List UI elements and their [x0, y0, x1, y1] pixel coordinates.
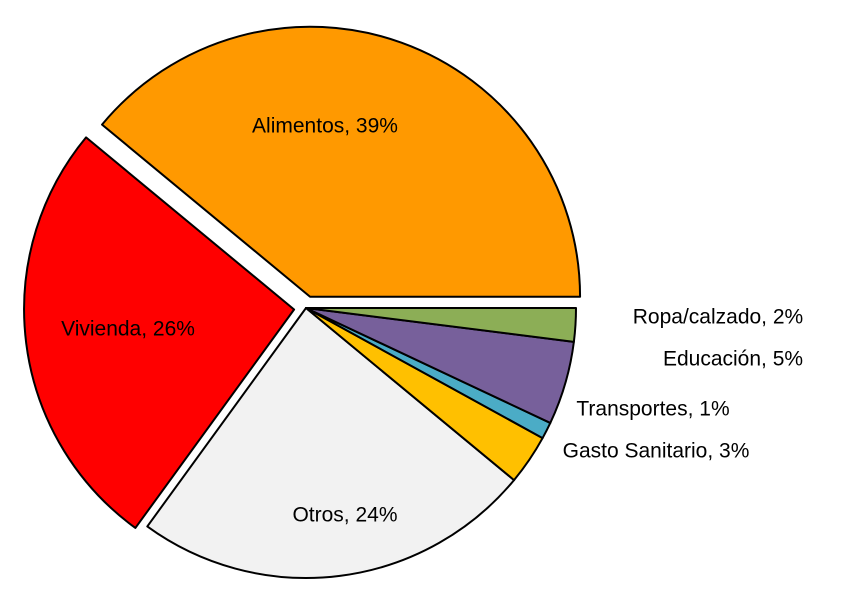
slice-label: Alimentos, 39% [252, 115, 398, 138]
slice-label: Transportes, 1% [576, 398, 729, 421]
slice-label: Ropa/calzado, 2% [633, 306, 803, 329]
pie-slice [305, 307, 577, 343]
pie-slice [146, 307, 516, 579]
slice-label: Gasto Sanitario, 3% [563, 440, 750, 463]
slice-label: Vivienda, 26% [61, 318, 195, 341]
slice-label: Educación, 5% [663, 348, 803, 371]
slice-label: Otros, 24% [292, 504, 397, 527]
pie-slice [23, 136, 296, 529]
pie-slice [101, 25, 582, 298]
